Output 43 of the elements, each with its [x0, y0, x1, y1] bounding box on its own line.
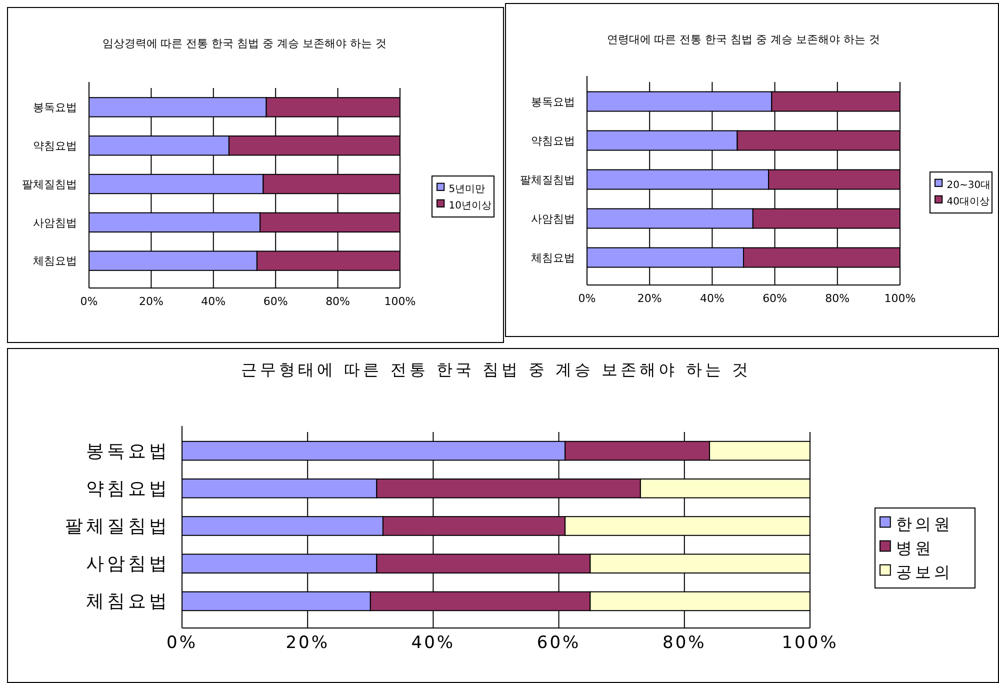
chart-title: 연령대에 따른 전통 한국 침법 중 계승 보존해야 하는 것 [606, 33, 880, 46]
x-tick-label: 60% [536, 633, 581, 653]
x-tick-label: 0% [80, 295, 98, 308]
y-tick-label: 봉독요법 [531, 95, 575, 108]
x-tick-label: 40% [201, 295, 226, 308]
x-tick-label: 40% [411, 633, 456, 653]
y-tick-label: 팔체질침법 [520, 173, 575, 186]
x-tick-label: 80% [326, 295, 350, 308]
y-tick-label: 사암침법 [33, 216, 77, 230]
x-tick-label: 0% [166, 633, 198, 653]
y-tick-label: 봉독요법 [86, 440, 170, 462]
chart-title: 근무형태에 따른 전통 한국 침법 중 계승 보존해야 하는 것 [241, 360, 751, 379]
x-tick-label: 100% [782, 633, 838, 653]
y-tick-label: 약침요법 [86, 478, 170, 500]
x-tick-label: 100% [384, 295, 416, 308]
y-tick-label: 체침요법 [86, 591, 170, 612]
legend-label: 20~30대 [946, 180, 991, 191]
x-tick-label: 80% [662, 633, 706, 653]
x-tick-label: 20% [138, 295, 164, 308]
y-tick-label: 체침요법 [33, 254, 77, 268]
chart-title: 임상경력에 따른 전통 한국 침법 중 계승 보존해야 하는 것 [102, 37, 387, 50]
y-tick-label: 사암침법 [86, 554, 170, 575]
x-tick-label: 60% [762, 292, 788, 305]
x-tick-label: 80% [825, 292, 850, 305]
y-tick-label: 약침요법 [33, 139, 77, 152]
y-tick-label: 약침요법 [531, 134, 575, 148]
y-tick-label: 체침요법 [531, 251, 575, 264]
x-tick-label: 20% [286, 633, 330, 653]
legend-label: 40대이상 [946, 196, 990, 208]
legend-label: 공보의 [896, 562, 953, 582]
legend-label: 10년이상 [448, 200, 492, 212]
legend-label: 한의원 [896, 514, 953, 534]
y-tick-label: 사암침법 [531, 212, 575, 226]
x-tick-label: 100% [884, 292, 916, 305]
y-tick-label: 팔체질침법 [65, 516, 170, 537]
legend-label: 5년미만 [448, 184, 486, 195]
x-tick-label: 20% [637, 292, 662, 305]
legend-label: 병원 [896, 538, 934, 558]
x-tick-label: 0% [578, 292, 596, 305]
y-tick-label: 팔체질침법 [22, 178, 77, 191]
x-tick-label: 40% [700, 292, 724, 305]
x-tick-label: 60% [263, 295, 288, 308]
y-tick-label: 봉독요법 [33, 101, 77, 114]
